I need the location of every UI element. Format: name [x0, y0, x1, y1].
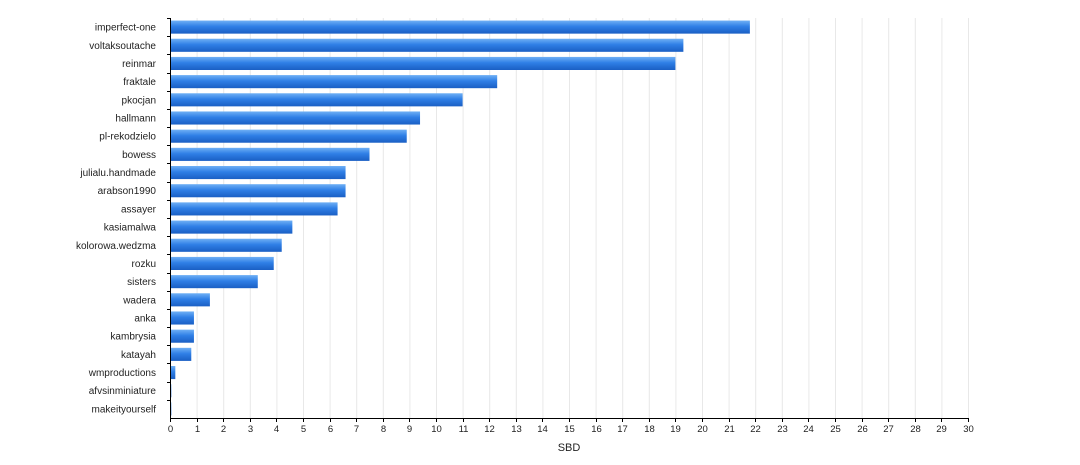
- category-label: imperfect-one: [95, 23, 157, 34]
- x-tick-label: 7: [354, 424, 359, 435]
- category-label: reinmar: [122, 59, 157, 70]
- bar: [170, 238, 282, 252]
- category-label: pkocjan: [122, 95, 156, 106]
- bar: [170, 293, 210, 307]
- x-tick-label: 29: [936, 424, 947, 435]
- bar: [170, 184, 346, 198]
- category-label: makeityourself: [92, 404, 157, 415]
- x-tick-label: 6: [328, 424, 333, 435]
- category-label: fraktale: [123, 77, 156, 88]
- category-label: rozku: [132, 259, 156, 270]
- category-label: arabson1990: [98, 186, 157, 197]
- x-tick-label: 0: [168, 424, 173, 435]
- x-tick-labels: 0 1 2 3 4 5 6 7 8 9 10 11 12 13 14 15 16 17 18 19 20 21 22 23 24…: [168, 424, 974, 435]
- x-tick-label: 13: [511, 424, 522, 435]
- x-tick-label: 19: [670, 424, 681, 435]
- bar: [170, 75, 498, 89]
- category-label: kolorowa.wedzma: [76, 241, 156, 252]
- x-tick-label: 11: [459, 424, 469, 435]
- category-label: kasiamalwa: [104, 223, 157, 234]
- x-tick-label: 27: [883, 424, 894, 435]
- x-tick-label: 23: [777, 424, 788, 435]
- x-tick-label: 2: [221, 424, 226, 435]
- x-tick-label: 26: [857, 424, 868, 435]
- bar: [170, 275, 258, 289]
- bar: [170, 20, 750, 34]
- x-tick-label: 10: [431, 424, 442, 435]
- bar: [170, 347, 192, 361]
- x-tick-label: 28: [910, 424, 921, 435]
- category-label: julialu.handmade: [79, 168, 156, 179]
- x-tick-label: 16: [591, 424, 602, 435]
- axes: [167, 18, 969, 422]
- bar: [170, 366, 176, 380]
- x-tick-label: 14: [537, 424, 548, 435]
- x-tick-label: 17: [617, 424, 628, 435]
- x-tick-label: 1: [195, 424, 200, 435]
- x-tick-label: 30: [963, 424, 974, 435]
- bar: [170, 256, 274, 270]
- category-label: voltaksoutache: [89, 41, 156, 52]
- bar: [170, 202, 338, 216]
- category-label: wadera: [122, 295, 156, 306]
- category-label: katayah: [121, 350, 156, 361]
- category-label: wmproductions: [88, 368, 156, 379]
- bar-series: [170, 20, 750, 416]
- bar: [170, 329, 194, 343]
- bar: [170, 56, 676, 70]
- x-tick-label: 4: [274, 424, 279, 435]
- x-tick-label: 8: [381, 424, 386, 435]
- x-axis-title: SBD: [558, 442, 581, 454]
- x-tick-label: 9: [407, 424, 412, 435]
- bar: [170, 147, 370, 161]
- x-tick-label: 12: [484, 424, 495, 435]
- x-tick-label: 5: [301, 424, 306, 435]
- category-label: afvsinminiature: [89, 386, 157, 397]
- x-tick-label: 15: [564, 424, 575, 435]
- bar: [170, 220, 293, 234]
- category-label: assayer: [121, 204, 157, 215]
- category-label: pl-rekodzielo: [99, 132, 156, 143]
- bar: [170, 129, 407, 143]
- category-label: kambrysia: [110, 332, 156, 343]
- x-tick-label: 25: [830, 424, 841, 435]
- x-tick-label: 24: [803, 424, 814, 435]
- category-label: anka: [134, 314, 156, 325]
- x-tick-label: 18: [644, 424, 655, 435]
- x-tick-label: 3: [248, 424, 253, 435]
- category-label: hallmann: [115, 114, 156, 125]
- bar: [170, 38, 684, 52]
- bar: [170, 93, 463, 107]
- category-label: bowess: [122, 150, 156, 161]
- x-tick-label: 20: [697, 424, 708, 435]
- bar: [170, 166, 346, 180]
- x-tick-label: 22: [750, 424, 761, 435]
- category-label: sisters: [127, 277, 156, 288]
- category-labels: imperfect-one voltaksoutache reinmar frakta…: [76, 23, 157, 416]
- bar: [170, 111, 421, 125]
- x-tick-label: 21: [724, 424, 735, 435]
- bar: [170, 311, 194, 325]
